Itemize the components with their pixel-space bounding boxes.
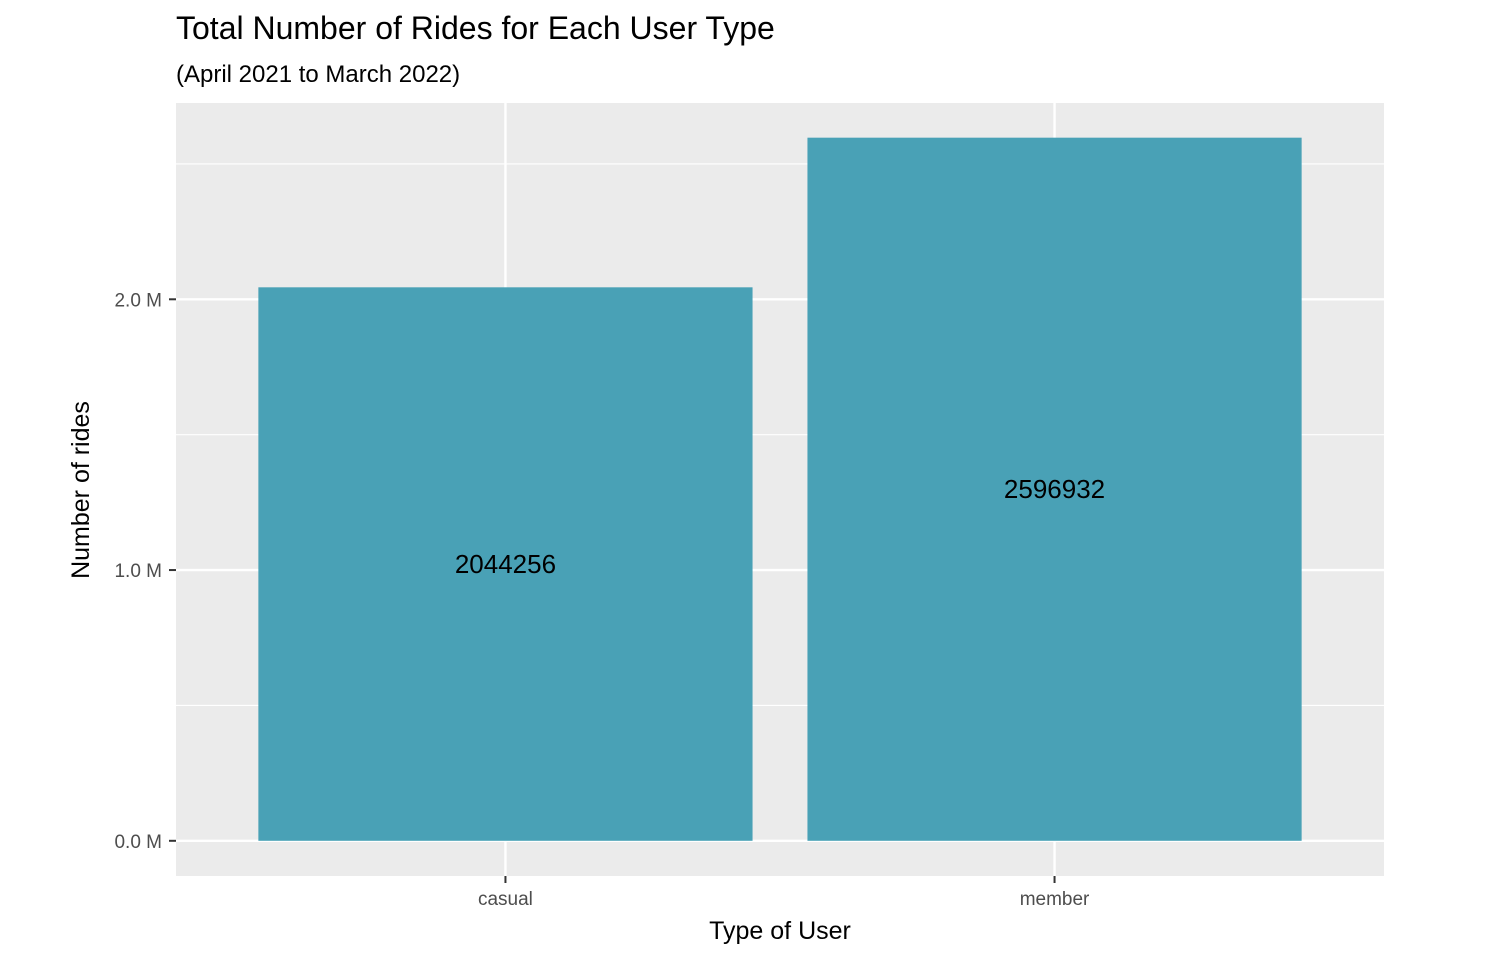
bar-casual: [258, 287, 753, 841]
x-axis-title: Type of User: [709, 917, 851, 945]
x-tick-label-casual: casual: [478, 889, 533, 910]
bars: [258, 137, 1302, 841]
axes: 0.0 M 1.0 M 2.0 M casual member: [114, 290, 1090, 910]
data-labels: 2044256 2596932: [455, 474, 1105, 579]
chart-title: Total Number of Rides for Each User Type: [176, 10, 775, 46]
y-tick-label: 0.0 M: [114, 832, 162, 853]
y-tick-label: 2.0 M: [114, 290, 162, 311]
x-tick-label-member: member: [1020, 889, 1090, 910]
y-axis-title: Number of rides: [67, 401, 95, 579]
y-tick-label: 1.0 M: [114, 561, 162, 582]
chart-subtitle: (April 2021 to March 2022): [176, 61, 460, 88]
data-label-member: 2596932: [1004, 474, 1105, 504]
data-label-casual: 2044256: [455, 549, 556, 579]
bar-member: [807, 137, 1302, 841]
